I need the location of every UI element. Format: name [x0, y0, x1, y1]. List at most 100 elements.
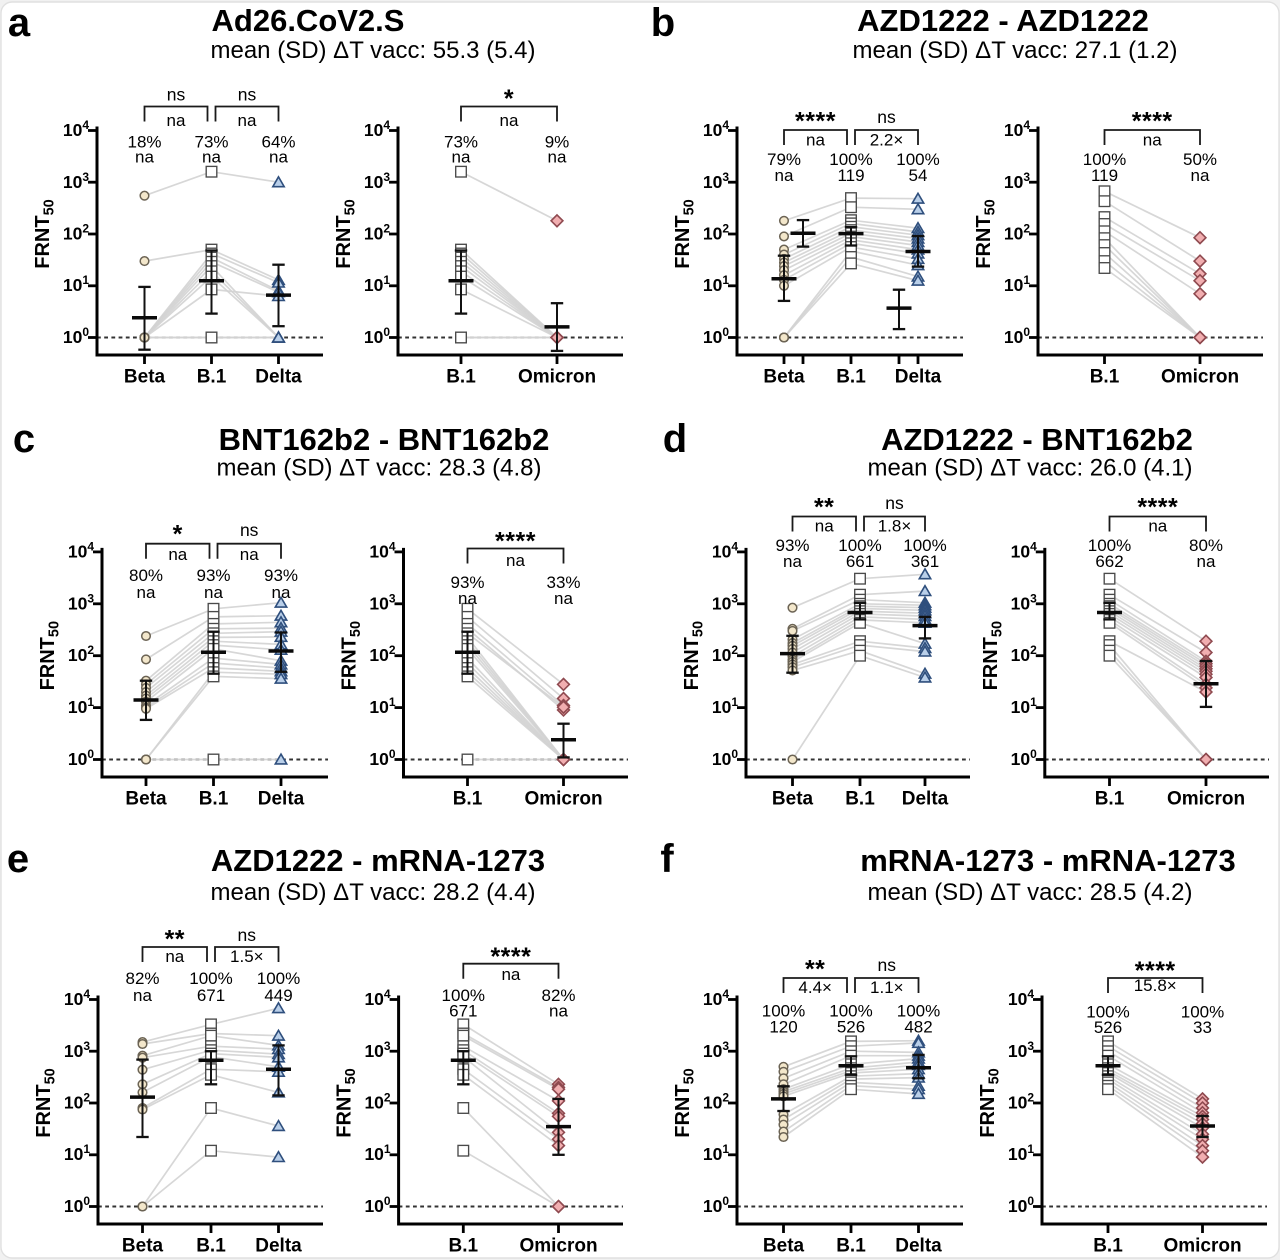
svg-text:****: **** — [795, 108, 836, 136]
svg-text:**: ** — [814, 494, 834, 522]
svg-text:mean (SD) ΔT vacc: 27.1 (1.2): mean (SD) ΔT vacc: 27.1 (1.2) — [852, 37, 1177, 64]
svg-text:80%: 80% — [129, 566, 163, 585]
svg-text:Beta: Beta — [763, 1236, 805, 1257]
svg-text:d: d — [663, 417, 687, 461]
svg-text:na: na — [452, 148, 471, 167]
svg-text:mean (SD) ΔT vacc: 26.0 (4.1): mean (SD) ΔT vacc: 26.0 (4.1) — [867, 455, 1192, 482]
svg-text:Delta: Delta — [895, 1236, 942, 1257]
svg-text:100%: 100% — [1086, 1003, 1129, 1022]
svg-text:**: ** — [805, 956, 825, 984]
svg-text:93%: 93% — [775, 536, 809, 555]
svg-text:B.1: B.1 — [1093, 1236, 1123, 1257]
svg-text:na: na — [168, 545, 187, 564]
svg-text:****: **** — [1137, 494, 1178, 522]
svg-text:1.8×: 1.8× — [878, 517, 912, 536]
svg-text:100%: 100% — [896, 150, 939, 169]
svg-text:****: **** — [1132, 108, 1173, 136]
svg-text:Delta: Delta — [902, 789, 949, 810]
svg-text:119: 119 — [837, 166, 864, 185]
svg-text:na: na — [133, 986, 152, 1005]
svg-text:671: 671 — [197, 986, 225, 1005]
svg-text:a: a — [8, 1, 31, 45]
svg-text:Beta: Beta — [772, 789, 814, 810]
svg-text:na: na — [269, 148, 288, 167]
svg-text:2.2×: 2.2× — [870, 131, 904, 150]
svg-text:54: 54 — [909, 166, 928, 185]
svg-text:B.1: B.1 — [196, 1236, 226, 1257]
svg-text:Delta: Delta — [258, 789, 305, 810]
svg-text:na: na — [204, 583, 223, 602]
svg-text:na: na — [137, 583, 156, 602]
svg-text:100%: 100% — [1088, 536, 1131, 555]
svg-text:73%: 73% — [194, 133, 228, 152]
svg-text:Omicron: Omicron — [1167, 789, 1245, 810]
svg-text:na: na — [238, 111, 257, 130]
svg-text:na: na — [135, 148, 154, 167]
svg-text:BNT162b2 - BNT162b2: BNT162b2 - BNT162b2 — [219, 422, 550, 457]
svg-text:na: na — [272, 583, 291, 602]
svg-text:100%: 100% — [762, 1002, 805, 1021]
svg-text:na: na — [1197, 552, 1216, 571]
svg-text:ns: ns — [878, 955, 897, 975]
svg-text:9%: 9% — [545, 133, 570, 152]
svg-text:****: **** — [490, 943, 531, 971]
svg-text:33: 33 — [1193, 1018, 1212, 1037]
svg-text:100%: 100% — [1181, 1003, 1224, 1022]
svg-text:na: na — [775, 166, 794, 185]
svg-text:na: na — [549, 1002, 568, 1021]
svg-text:na: na — [548, 148, 567, 167]
svg-text:Delta: Delta — [895, 367, 942, 388]
svg-text:ns: ns — [238, 85, 257, 105]
svg-text:33%: 33% — [546, 573, 580, 592]
svg-text:15.8×: 15.8× — [1134, 976, 1177, 995]
svg-text:B.1: B.1 — [1095, 789, 1125, 810]
svg-text:na: na — [783, 552, 802, 571]
svg-text:B.1: B.1 — [197, 367, 227, 388]
svg-text:Ad26.CoV2.S: Ad26.CoV2.S — [212, 3, 405, 38]
svg-text:mean (SD) ΔT vacc: 28.3 (4.8): mean (SD) ΔT vacc: 28.3 (4.8) — [216, 455, 541, 482]
svg-text:AZD1222 - BNT162b2: AZD1222 - BNT162b2 — [881, 422, 1193, 457]
svg-text:B.1: B.1 — [449, 1236, 479, 1257]
svg-text:na: na — [501, 965, 520, 984]
svg-text:ns: ns — [885, 493, 904, 513]
svg-text:na: na — [1148, 517, 1167, 536]
svg-text:ns: ns — [167, 85, 186, 105]
svg-text:na: na — [240, 545, 259, 564]
svg-text:AZD1222 - mRNA-1273: AZD1222 - mRNA-1273 — [211, 843, 545, 878]
svg-text:B.1: B.1 — [836, 367, 866, 388]
svg-text:FRNT50: FRNT50 — [32, 199, 58, 268]
svg-text:**: ** — [165, 926, 185, 954]
svg-text:b: b — [651, 1, 675, 45]
svg-text:na: na — [165, 947, 184, 966]
svg-text:na: na — [815, 517, 834, 536]
svg-text:Omicron: Omicron — [519, 1236, 597, 1257]
svg-text:mRNA-1273 - mRNA-1273: mRNA-1273 - mRNA-1273 — [860, 843, 1236, 878]
svg-text:100%: 100% — [442, 986, 485, 1005]
svg-text:c: c — [13, 417, 35, 461]
svg-text:****: **** — [495, 528, 536, 556]
svg-text:mean (SD) ΔT vacc: 55.3 (5.4): mean (SD) ΔT vacc: 55.3 (5.4) — [210, 37, 535, 64]
svg-text:*: * — [173, 521, 183, 549]
svg-text:B.1: B.1 — [845, 789, 875, 810]
svg-text:Beta: Beta — [125, 789, 167, 810]
svg-text:Delta: Delta — [255, 1236, 302, 1257]
svg-text:na: na — [202, 148, 221, 167]
svg-text:f: f — [660, 837, 674, 881]
svg-text:100%: 100% — [1083, 150, 1126, 169]
svg-text:93%: 93% — [450, 573, 484, 592]
svg-text:na: na — [554, 589, 573, 608]
svg-text:Delta: Delta — [255, 367, 302, 388]
svg-text:ns: ns — [238, 925, 257, 945]
svg-text:Omicron: Omicron — [1161, 367, 1239, 388]
svg-text:64%: 64% — [261, 133, 295, 152]
svg-text:1.1×: 1.1× — [870, 978, 904, 997]
svg-text:B.1: B.1 — [836, 1236, 866, 1257]
svg-text:482: 482 — [904, 1018, 932, 1037]
svg-text:na: na — [1143, 131, 1162, 150]
svg-text:93%: 93% — [264, 566, 298, 585]
svg-text:100%: 100% — [838, 536, 881, 555]
svg-text:*: * — [504, 85, 514, 113]
svg-text:B.1: B.1 — [446, 367, 476, 388]
svg-text:****: **** — [1135, 957, 1176, 985]
svg-text:526: 526 — [1094, 1018, 1122, 1037]
